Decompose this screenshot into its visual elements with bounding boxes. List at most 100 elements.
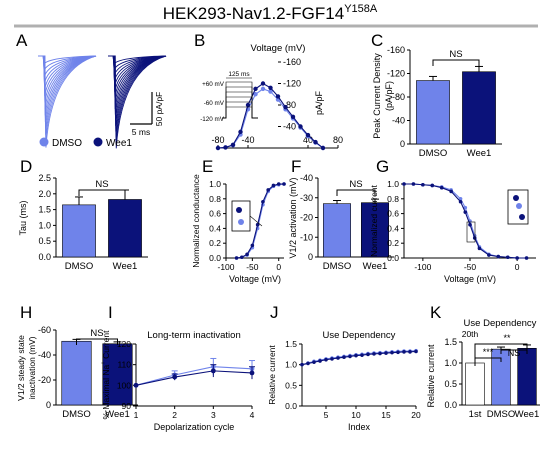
panel-A-dmso-trace	[38, 55, 97, 148]
panel-I-y-tick-label: 100	[117, 380, 131, 390]
panel-E-y-tick-label: 0.0	[209, 253, 221, 263]
panel-E-wee1-point	[255, 222, 260, 227]
panel-B-dmso-point	[260, 86, 266, 92]
panel-B-x-tick-label: 80	[333, 135, 343, 145]
panel-H-x-label-wee1: Wee1	[105, 409, 130, 420]
panel-I-x-tick-label: 2	[172, 410, 177, 420]
panel-A: 50 pA/pF 5 ms DMSO Wee1	[38, 55, 167, 149]
panel-J-wee1-point	[312, 360, 316, 364]
panel-E-wee1-point	[266, 188, 270, 192]
panel-E-x-tick-label: -100	[217, 262, 234, 272]
panel-A-scalebar-y-label: 50 pA/pF	[154, 92, 164, 127]
panel-G-x-tick-label: 0	[515, 262, 520, 272]
panel-I-x-tick-label: 3	[211, 410, 216, 420]
panel-D-y-tick-label: 1.0	[38, 220, 51, 230]
panel-G-wee1-point	[402, 182, 406, 186]
panel-B-dmso-point	[268, 89, 273, 94]
panel-J-x-tick-label: 20	[411, 410, 421, 420]
panel-E-y-tick-label: 0.2	[209, 238, 221, 248]
panel-G-dmso-point	[463, 205, 468, 210]
panel-C-bar-dmso	[416, 80, 450, 145]
panel-label-F: F	[291, 157, 301, 176]
panel-I-wee1-line	[135, 370, 253, 386]
panel-K-bracket-dmso-wee1	[500, 349, 528, 354]
panel-G-wee1-point	[421, 182, 425, 187]
panel-E-x-tick-label: -50	[246, 262, 259, 272]
panel-B-y-tick-label: -120	[283, 79, 301, 89]
panel-K-x-label-dmso: DMSO	[487, 409, 516, 420]
panel-K-y-tick-label: 1.5	[444, 337, 457, 347]
panel-B-dmso-point	[253, 92, 258, 97]
panel-J-x-tick-label: 10	[351, 410, 361, 420]
panel-A-legend-dmso: DMSO	[52, 138, 82, 149]
panel-E-x-tick-label: 0	[276, 262, 281, 272]
panel-B-protocol-step	[222, 86, 258, 119]
panel-I-wee1-point	[133, 382, 139, 388]
panel-G-y-tick-label: 0.8	[387, 194, 399, 204]
panel-G-y-tick-label: 0.6	[387, 209, 399, 219]
panel-G-wee1-point	[524, 256, 529, 260]
panel-C-annotation: NS	[449, 49, 462, 60]
panel-J-plot: 0.0 0.5 1.0 1.5 5 10 15 20 Index Relative current…	[267, 330, 421, 432]
panel-G-y-tick-label: 0.0	[387, 253, 399, 263]
panel-E-y-label: Normalized conductance	[191, 174, 201, 268]
panel-G-y-label: Normalized current	[369, 184, 379, 256]
panel-I-wee1-point	[249, 370, 255, 376]
panel-J-wee1-point	[408, 350, 412, 354]
panel-K-y-tick-label: 0.5	[444, 379, 457, 389]
panel-G-wee1-point	[487, 253, 491, 257]
panel-F-y-tick-label: 0	[308, 252, 313, 262]
panel-G-wee1-point	[439, 185, 444, 190]
panel-B-protocol-duration: 125 ms	[228, 71, 250, 78]
panel-E-wee1-point	[250, 243, 255, 248]
panel-J-wee1-point	[360, 353, 364, 357]
panel-H-y-label-line1: V1/2 steady state	[16, 335, 26, 401]
panel-B-wee1-point	[290, 114, 296, 120]
panel-J-wee1-point	[348, 354, 352, 359]
panel-K-y-tick-label: 1.0	[444, 358, 457, 368]
panel-B-protocol: 125 ms+60 mV -60 mV -120 mV	[200, 71, 258, 123]
panel-label-D: D	[20, 157, 32, 176]
panel-F-x-label-wee1: Wee1	[363, 261, 388, 272]
panel-G-wee1-point	[411, 182, 416, 186]
panel-label-J: J	[270, 303, 279, 322]
panel-J-wee1-point	[396, 350, 400, 355]
panel-I-y-tick-label: 120	[117, 339, 131, 349]
panel-B-wee1-point	[305, 132, 311, 138]
panel-B-x-label: Voltage (mV)	[251, 43, 306, 54]
panel-J-x-label: Index	[348, 422, 371, 432]
panel-I-y-label: % Maximal Na+ Current	[101, 330, 111, 420]
panel-label-C: C	[371, 31, 383, 50]
panel-G-plot: 0.0 0.2 0.4 0.6 0.8 1.0 -100 -50 0 Voltage (mV) No…	[369, 179, 536, 284]
panel-D-bar-dmso	[62, 204, 96, 258]
panel-D-y-tick-label: 2.5	[38, 173, 51, 183]
panel-C-y-tick-label: -40	[392, 116, 405, 126]
panel-B-wee1-point	[253, 86, 258, 92]
panel-K-annotation-dmso: ***	[483, 347, 494, 357]
panel-E-wee1-line	[236, 183, 284, 259]
panel-K-x-label-wee1: Wee1	[515, 409, 540, 420]
panel-H-annotation: NS	[90, 328, 103, 339]
panel-label-B: B	[194, 31, 205, 50]
panel-E-y-tick-label: 0.8	[209, 194, 221, 204]
panel-I-x-label: Depolarization cycle	[154, 422, 235, 432]
panel-A-legend-marker-wee1	[93, 137, 103, 147]
panel-G-x-label: Voltage (mV)	[444, 274, 496, 284]
panel-H-x-label-dmso: DMSO	[62, 409, 91, 420]
panel-F-bar-wee1	[361, 202, 389, 258]
panel-G-wee1-point	[477, 246, 482, 251]
panel-B-x-tick-label: -40	[241, 135, 254, 145]
panel-D-y-tick-label: 0.5	[38, 236, 51, 246]
panel-B-wee1-point	[298, 124, 303, 129]
panel-B: -80 -40 40 80 -40 -80 -120 -160 Voltage (mV) pA/p…	[200, 43, 343, 151]
panel-G-inset-dmso-point	[516, 203, 522, 209]
panel-A-wee1-trace	[108, 55, 167, 149]
panel-B-wee1-point	[230, 142, 236, 147]
panel-E-wee1-point	[234, 256, 239, 260]
panel-J-y-label: Relative current	[267, 345, 277, 405]
panel-K-annotation-ns: NS	[508, 348, 521, 358]
panel-G-inset-wee1-point-2	[519, 214, 525, 220]
panel-E-y-tick-label: 1.0	[209, 179, 221, 189]
panel-C-significance-bracket	[432, 59, 480, 66]
panel-J-x-tick-label: 15	[381, 410, 391, 420]
